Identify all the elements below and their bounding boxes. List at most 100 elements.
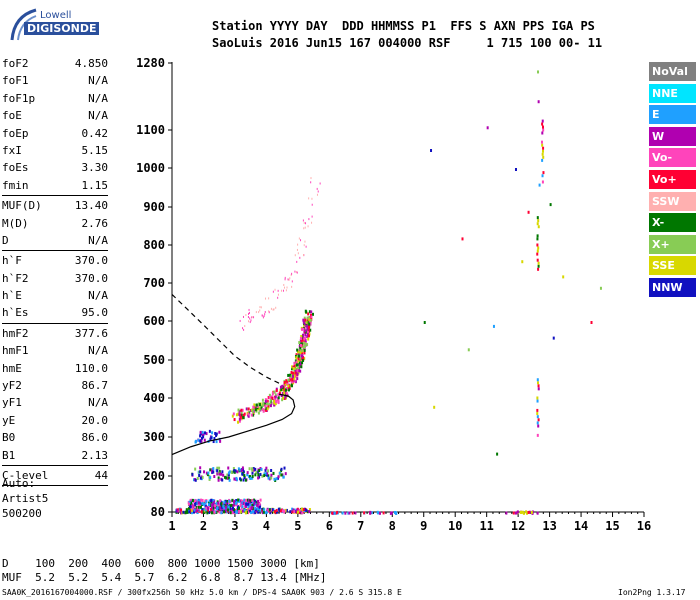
param-separator [2,195,108,197]
echo-point [537,387,540,391]
echo-point [276,398,279,402]
echo-point [273,403,276,407]
echo-point [295,353,298,357]
echo-point [295,271,297,274]
param-row: yF1 N/A [2,394,108,411]
echo-point [259,309,261,312]
echo-point [251,474,254,478]
echo-point [296,348,299,352]
echo-point [249,321,251,324]
echo-point [537,424,540,428]
echo-point [254,473,257,477]
echo-point [304,240,306,243]
echo-point [190,501,193,505]
header-line-1: Station YYYY DAY DDD HHMMSS P1 FFS S AXN… [212,19,595,33]
echo-point [259,472,262,476]
echo-point [262,316,264,319]
param-name: C-level [2,468,49,482]
echo-point [378,511,381,515]
echo-point [306,510,309,514]
echo-point [251,409,254,413]
echo-point [305,222,307,225]
echo-point [299,339,302,343]
echo-point [310,310,313,314]
echo-point [269,398,272,402]
echo-point [243,412,246,416]
param-row: foE N/A [2,107,108,124]
echo-point [316,187,318,190]
echo-point [245,314,247,317]
x-tick-label: 7 [357,519,364,533]
param-value: N/A [88,74,108,88]
echo-point [258,407,261,411]
echo-point [194,503,197,507]
echo-point [233,508,236,512]
echo-point [230,503,233,507]
echo-point [530,510,533,514]
echo-point [264,472,267,476]
echo-point [244,478,247,482]
echo-point [201,436,204,440]
echo-point [274,395,277,399]
x-tick-label: 15 [605,519,619,533]
echo-point [189,504,192,508]
muf-values-row: MUF 5.2 5.2 5.4 5.7 6.2 6.8 8.7 13.4 [MH… [2,571,327,584]
echo-point [226,502,229,506]
echo-point [297,366,300,370]
echo-point [256,470,259,474]
echo-point [298,344,301,348]
echo-point [307,312,310,316]
echo-point [258,403,261,407]
echo-point [292,367,295,371]
echo-point [198,499,201,503]
echo-point [195,505,198,509]
echo-point [261,408,264,412]
echo-point [505,511,508,515]
echo-point [213,510,216,514]
echo-point [304,333,307,337]
echo-point [283,381,286,385]
footer-line: Auto: [2,477,36,490]
echo-point [249,499,252,503]
echo-point [283,283,285,286]
echo-point [512,511,515,515]
param-value: 370.0 [74,271,108,285]
echo-point [267,469,270,473]
echo-point [389,511,392,515]
echo-point [254,408,257,412]
echo-point [521,510,524,514]
echo-point [299,356,302,360]
echo-point [200,498,203,502]
echo-point [292,374,295,378]
echo-point [284,382,287,386]
echo-point [239,510,242,514]
param-value: 3.30 [81,161,109,175]
echo-point [205,432,208,436]
legend-item: X+ [649,234,696,254]
echo-point [214,505,217,509]
echo-point [210,505,213,509]
echo-point [245,504,248,508]
echo-point [212,508,215,512]
echo-point [275,477,278,481]
echo-point [301,351,304,355]
echo-point [303,324,306,328]
echo-point [520,510,523,514]
echo-point [541,122,544,126]
echo-point [210,507,213,511]
echo-point [297,252,299,255]
param-value: 44 [94,468,108,482]
echo-point [191,498,194,502]
echo-point [190,503,193,507]
echo-point [254,499,257,503]
echo-point [296,248,298,251]
echo-point [261,398,264,402]
param-separator [2,464,108,466]
echo-point [212,440,215,444]
echo-point [209,476,212,480]
echo-point [279,509,282,513]
echo-point [260,306,262,309]
echo-point [245,407,248,411]
echo-point [235,413,238,417]
echo-point [222,473,225,477]
